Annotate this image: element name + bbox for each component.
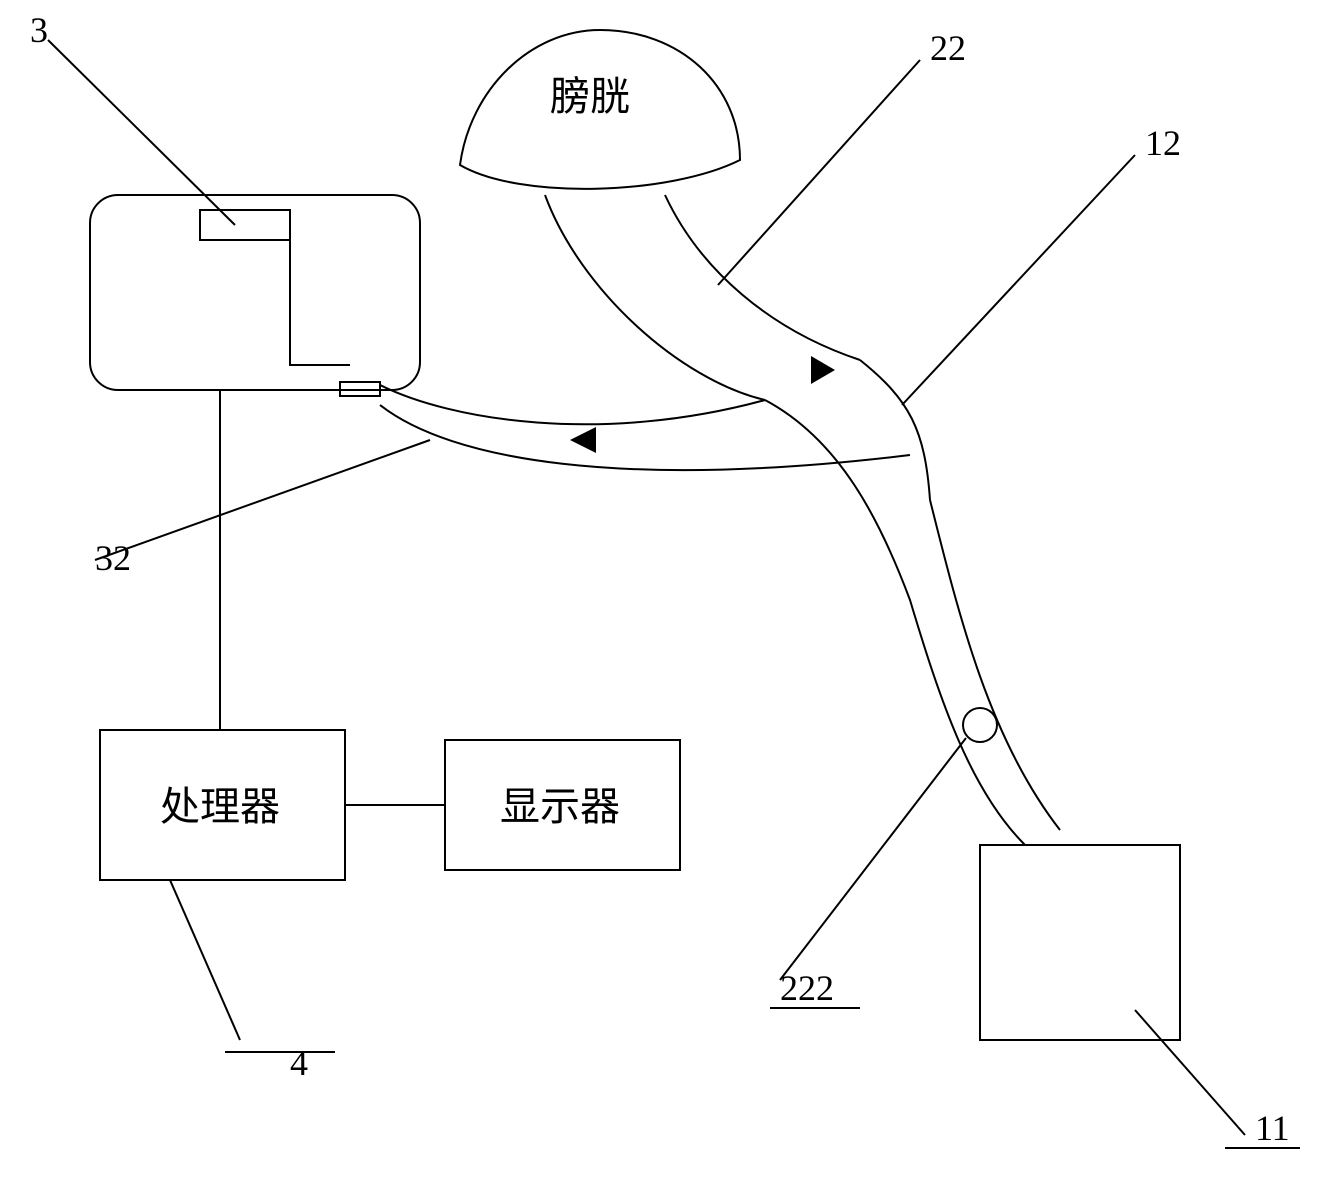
diagram-canvas: 膀胱 3 22 12 32 222 11 处理器 4 显示器: [0, 0, 1326, 1196]
label-11: 11: [1255, 1108, 1290, 1148]
lead-11: [1135, 1010, 1245, 1135]
sensor-box: [90, 195, 420, 390]
label-22: 22: [930, 28, 966, 68]
tube32-b: [380, 405, 910, 470]
lead-3: [48, 40, 235, 225]
lead-4: [170, 880, 240, 1040]
tube22-a: [545, 195, 765, 400]
tube32-a: [380, 385, 765, 424]
tube12-lower: [765, 400, 1025, 845]
lead-12: [902, 155, 1135, 405]
box-11: [980, 845, 1180, 1040]
processor-label: 处理器: [160, 784, 280, 829]
display-label: 显示器: [500, 784, 620, 829]
lead-22: [718, 60, 920, 285]
label-12: 12: [1145, 123, 1181, 163]
valve-circle: [963, 708, 997, 742]
label-222: 222: [780, 968, 834, 1008]
tube22-b: [665, 195, 860, 360]
label-32: 32: [95, 538, 131, 578]
tube12-upper: [860, 360, 930, 500]
arrow-22: [811, 356, 835, 384]
tube12-right: [930, 500, 1060, 830]
sensor-inner: [200, 210, 290, 240]
label-3: 3: [30, 10, 48, 50]
label-4: 4: [290, 1043, 308, 1083]
bladder-label: 膀胱: [550, 74, 630, 119]
arrow-32: [570, 427, 596, 453]
lead-32: [95, 440, 430, 560]
sensor-stem: [290, 225, 350, 365]
lead-222: [780, 738, 966, 980]
